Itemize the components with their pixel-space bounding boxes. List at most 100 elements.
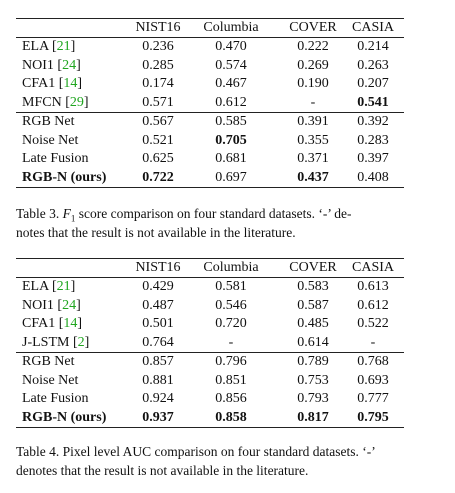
cell: 0.777 xyxy=(357,391,389,407)
cell: 0.857 xyxy=(142,353,174,369)
cell: 0.487 xyxy=(142,297,174,313)
cell: 0.429 xyxy=(142,279,174,294)
row-label: Late Fusion xyxy=(22,151,89,167)
cell: 0.263 xyxy=(357,57,389,73)
column-header: Columbia xyxy=(203,20,259,35)
citation: 29 xyxy=(69,95,84,111)
method-name: Late Fusion xyxy=(22,151,89,167)
cell: 0.174 xyxy=(142,76,174,92)
cell: 0.697 xyxy=(215,169,247,185)
row-label: J-LSTM [2] xyxy=(22,335,89,351)
row-label: Noise Net xyxy=(22,373,78,389)
caption-line: Table 4. Pixel level AUC comparison on f… xyxy=(16,444,376,460)
cell: 0.881 xyxy=(142,372,174,388)
row-label: RGB-N (ours) xyxy=(22,410,106,426)
row-label: RGB Net xyxy=(22,354,75,370)
cell: 0.851 xyxy=(215,372,247,388)
cell: 0.793 xyxy=(297,391,329,407)
cell: 0.583 xyxy=(297,279,329,294)
cell: 0.574 xyxy=(215,57,247,73)
column-header: CASIA xyxy=(351,260,395,275)
citation: 14 xyxy=(63,316,78,332)
method-name: CFA1 xyxy=(22,316,56,332)
cell: 0.467 xyxy=(215,76,247,92)
row-label: ELA [21] xyxy=(22,39,75,55)
method-name: Noise Net xyxy=(22,132,79,148)
cell: 0.795 xyxy=(357,409,389,425)
cell: 0.501 xyxy=(142,316,174,332)
cell: 0.612 xyxy=(357,297,389,313)
cell: 0.753 xyxy=(297,372,329,388)
table-rule xyxy=(16,112,404,113)
cell: 0.722 xyxy=(142,169,174,185)
cell: 0.391 xyxy=(297,113,329,129)
cell: 0.355 xyxy=(297,132,329,148)
cell: 0.681 xyxy=(215,151,247,167)
cell: 0.485 xyxy=(297,316,329,332)
cell: 0.937 xyxy=(142,409,174,425)
table-rule xyxy=(16,352,404,353)
citation: [ xyxy=(57,57,63,73)
cell: 0.214 xyxy=(357,39,389,54)
cell: - xyxy=(370,335,376,351)
method-name: CFA1 xyxy=(22,76,56,92)
cell: 0.207 xyxy=(357,76,389,92)
method-name: ELA xyxy=(22,279,49,294)
method-name: NOI1 xyxy=(22,297,54,313)
cell: 0.371 xyxy=(297,151,329,167)
citation: [ xyxy=(65,95,70,111)
row-label: Late Fusion xyxy=(22,391,89,407)
method-name: MFCN xyxy=(22,95,62,111)
citation: [ xyxy=(58,76,64,92)
caption-line: notes that the result is not available i… xyxy=(16,225,296,240)
cell: 0.222 xyxy=(297,39,329,54)
cell: 0.768 xyxy=(357,353,389,369)
cell: 0.437 xyxy=(297,169,329,185)
cell: 0.612 xyxy=(215,95,247,111)
citation: 2 xyxy=(77,335,85,351)
cell: 0.470 xyxy=(215,39,247,54)
row-label: ELA [21] xyxy=(22,279,75,295)
table-rule xyxy=(16,427,404,428)
citation: 21 xyxy=(56,279,71,294)
cell: 0.924 xyxy=(142,391,174,407)
citation: ] xyxy=(70,39,76,54)
cell: 0.408 xyxy=(357,169,389,185)
method-name: NOI1 xyxy=(22,57,54,73)
row-label: NOI1 [24] xyxy=(22,298,81,314)
cell: 0.693 xyxy=(357,372,389,388)
caption-text: Table 4. Pixel level AUC comparison on f… xyxy=(16,444,376,459)
caption-text: Table 3. xyxy=(16,206,63,221)
citation: [ xyxy=(57,297,63,313)
column-header: Columbia xyxy=(203,260,259,275)
method-name: RGB Net xyxy=(22,353,75,369)
column-header: COVER xyxy=(289,260,337,275)
caption-subscript: 1 xyxy=(70,213,76,224)
row-label: NOI1 [24] xyxy=(22,58,81,74)
citation: ] xyxy=(84,335,90,351)
citation: ] xyxy=(70,279,76,294)
row-label: Noise Net xyxy=(22,133,78,149)
cell: 0.856 xyxy=(215,391,247,407)
citation: [ xyxy=(51,279,57,294)
cell: 0.546 xyxy=(215,297,247,313)
cell: 0.269 xyxy=(297,57,329,73)
cell: 0.522 xyxy=(357,316,389,332)
row-label: CFA1 [14] xyxy=(22,316,82,332)
cell: 0.764 xyxy=(142,335,174,351)
caption-text: score comparison on four standard datase… xyxy=(75,206,352,221)
citation: 24 xyxy=(62,297,77,313)
column-header: COVER xyxy=(289,20,337,35)
caption-line: Table 3. F1 score comparison on four sta… xyxy=(16,206,351,227)
citation: [ xyxy=(51,39,57,54)
row-label: RGB Net xyxy=(22,114,75,130)
citation: 14 xyxy=(63,76,78,92)
cell: - xyxy=(228,335,234,351)
citation: ] xyxy=(83,95,89,111)
table-rule xyxy=(16,37,404,38)
cell: - xyxy=(310,95,316,111)
cell: 0.858 xyxy=(215,409,247,425)
citation: ] xyxy=(77,76,83,92)
cell: 0.397 xyxy=(357,151,389,167)
method-name: J-LSTM xyxy=(22,335,70,351)
